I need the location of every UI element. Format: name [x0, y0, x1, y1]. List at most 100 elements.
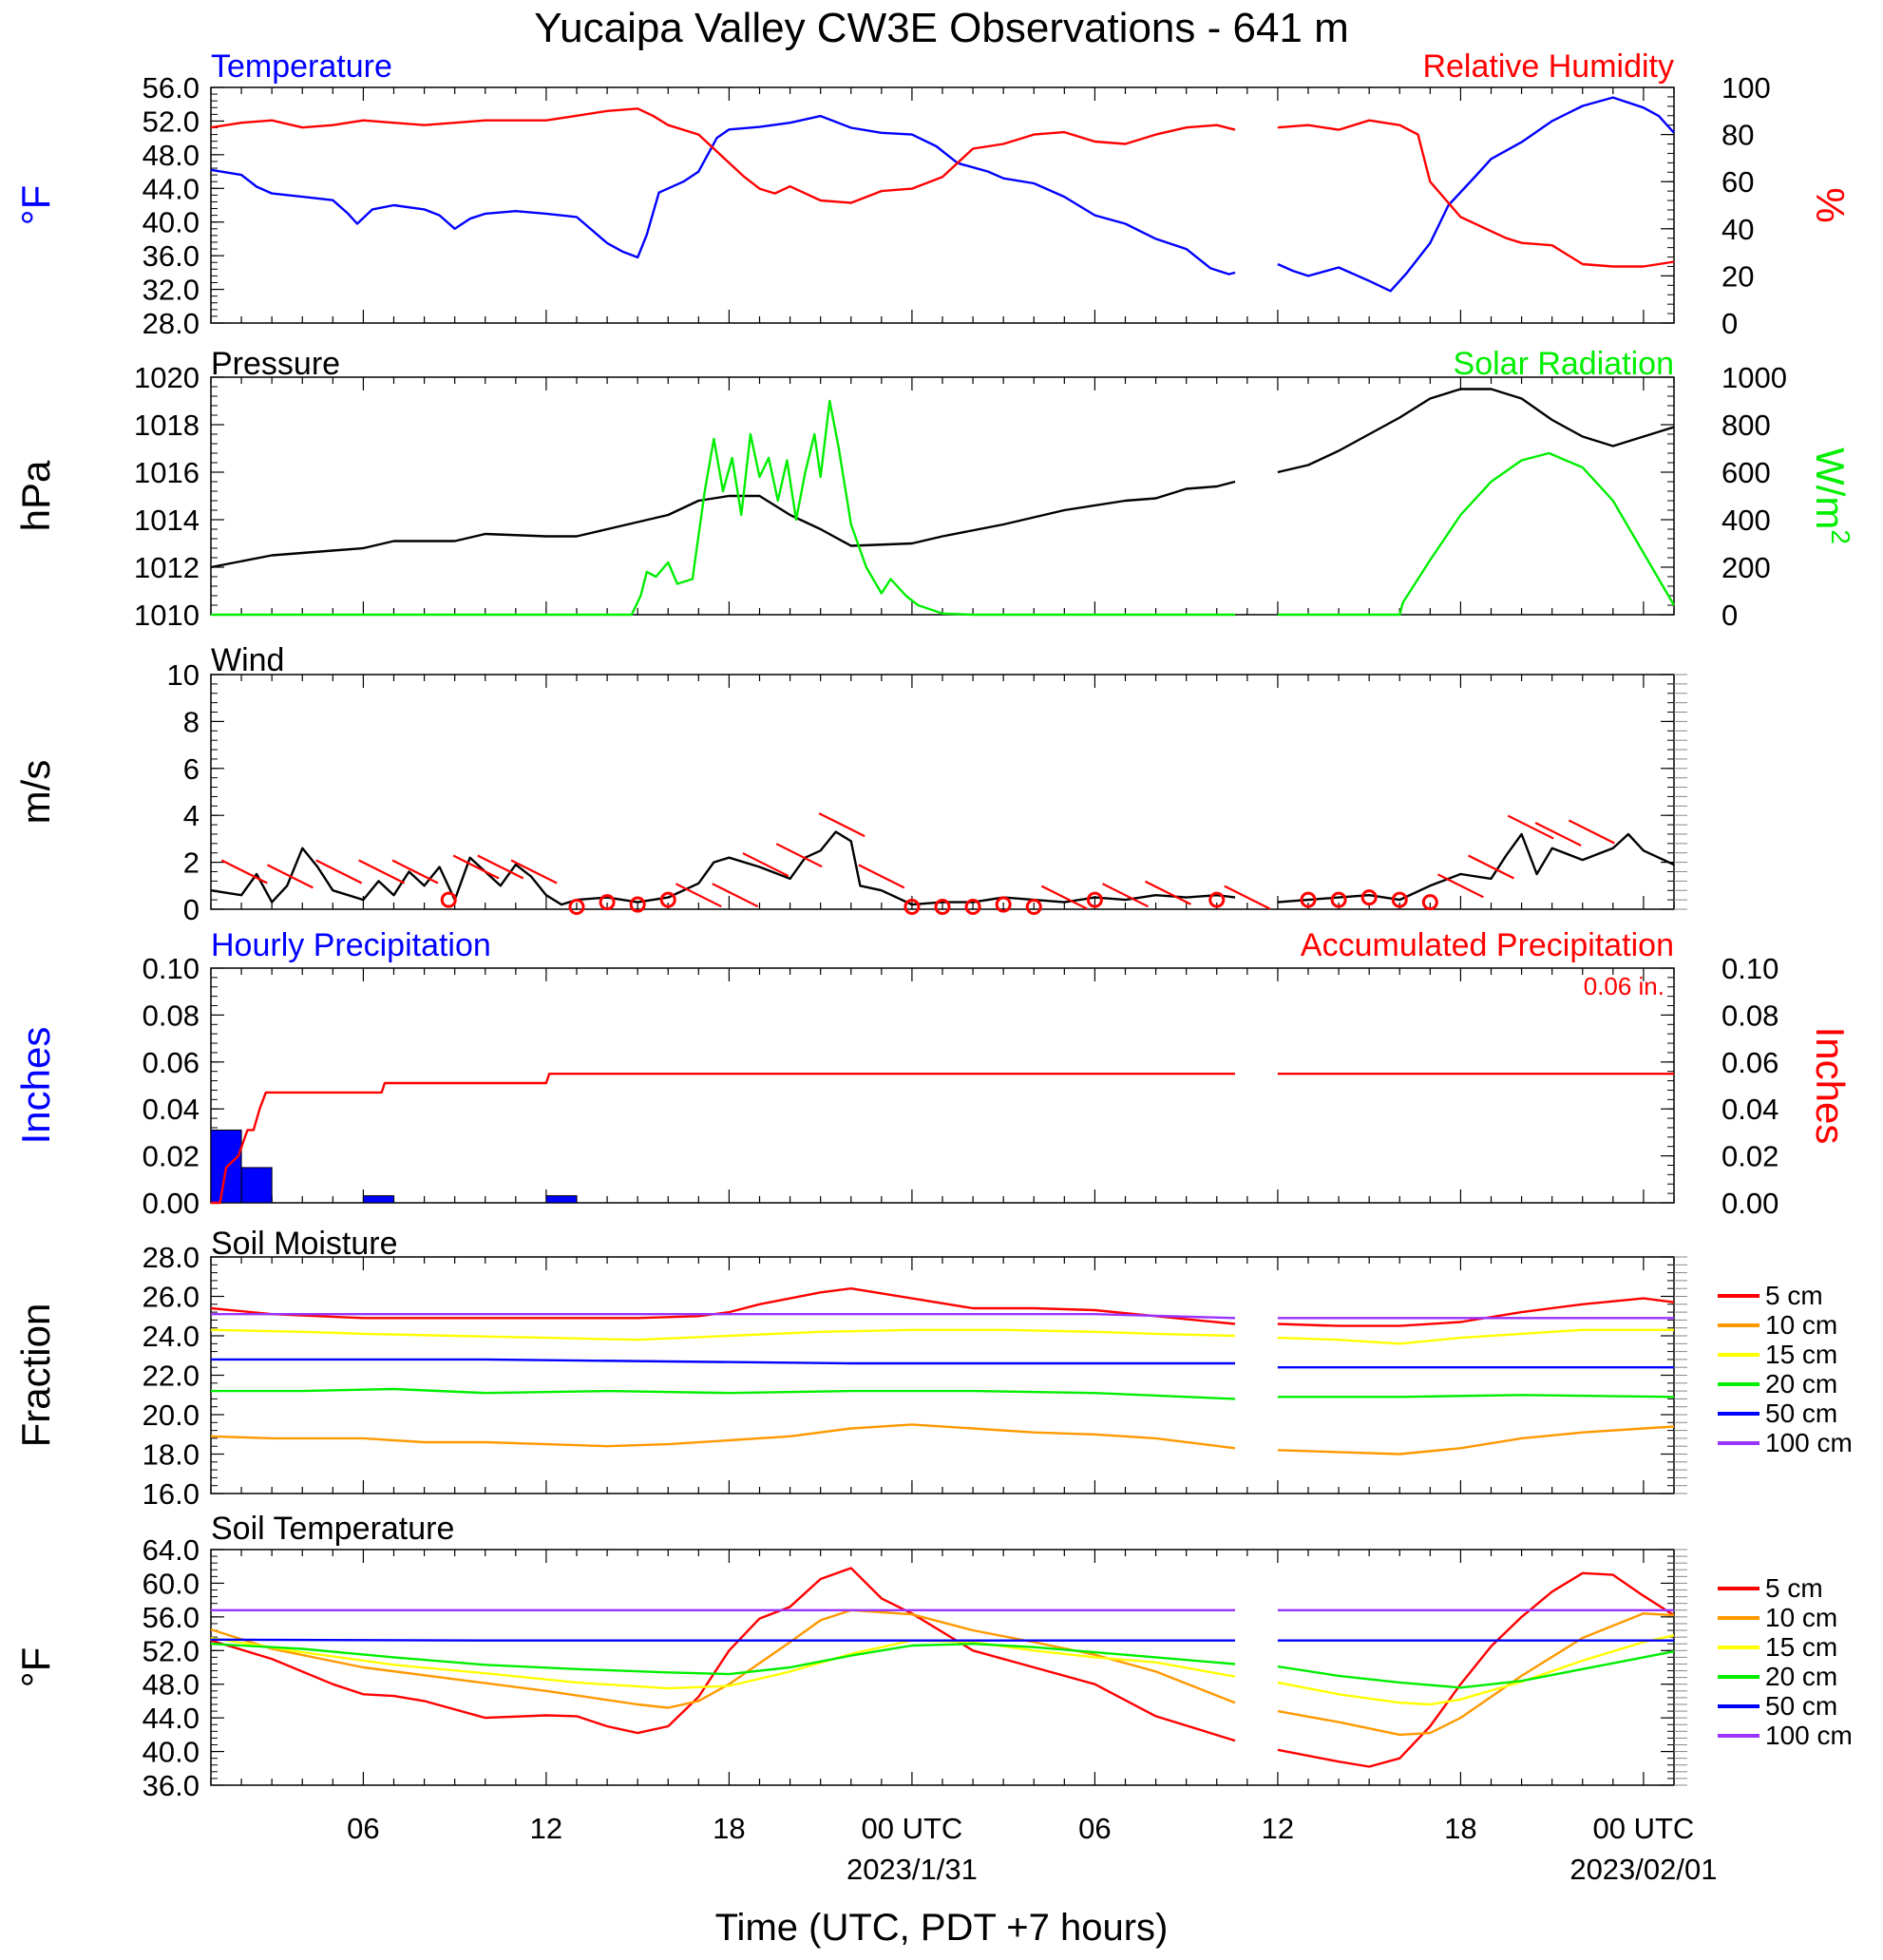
series-line-accum_precip [211, 1072, 1235, 1205]
series-line-soil_15cm [210, 1636, 1236, 1690]
calm-wind-marker [568, 899, 585, 916]
wind-barb [818, 812, 865, 838]
calm-wind-marker [934, 899, 951, 916]
panel-title-left: Pressure [211, 346, 340, 382]
y-tick-label-left: 1018 [134, 409, 200, 442]
x-tick-label: 18 [713, 1812, 745, 1845]
calm-wind-marker [964, 899, 981, 916]
y-tick-label-left: 18.0 [143, 1438, 200, 1472]
x-axis-label: Time (UTC, PDT +7 hours) [715, 1907, 1169, 1949]
series-line-solar [1277, 451, 1676, 617]
series-line-soil_50cm [211, 1358, 1235, 1365]
hourly-precip-bar [240, 1167, 273, 1204]
panel-title-right: Relative Humidity [1422, 48, 1674, 85]
panel-soil-temperature: 36.040.044.048.052.056.060.064.0 Soil Tem… [13, 1511, 1853, 1802]
panel-title-right: Accumulated Precipitation [1301, 927, 1674, 963]
page-title: Yucaipa Valley CW3E Observations - 641 m [534, 5, 1349, 51]
y-tick-label-left: 22.0 [143, 1360, 200, 1393]
y-tick-label-left: 1010 [134, 599, 200, 632]
y-axis-label-right-sup: 2 [1826, 529, 1855, 544]
y-tick-label-right: 200 [1721, 551, 1771, 584]
x-tick-label: 00 UTC [862, 1812, 963, 1845]
y-tick-label-right: 0.02 [1721, 1140, 1778, 1173]
wind-barb [858, 864, 905, 889]
series-line-soil_20cm [1277, 1394, 1675, 1399]
series-line-soil_10cm [1277, 1612, 1675, 1737]
y-tick-label-left: 28.0 [143, 307, 200, 340]
calm-wind-marker [995, 896, 1012, 913]
wind-barb [452, 854, 500, 880]
y-tick-label-left: 26.0 [143, 1281, 200, 1314]
x-date-label: 2023/1/31 [846, 1853, 978, 1886]
y-tick-label-left: 28.0 [143, 1241, 200, 1274]
series-line-soil_15cm [210, 1328, 1236, 1342]
wind-barb [1534, 821, 1582, 847]
panels: 28.032.036.040.044.048.052.056.002040608… [13, 48, 1855, 1802]
y-tick-label-left: 0.04 [143, 1093, 200, 1126]
y-tick-label-left: 0.00 [143, 1187, 200, 1220]
wind-barb [712, 883, 759, 908]
y-axis-label-right-text: Inches [1808, 1027, 1853, 1145]
y-tick-label-right: 0 [1721, 307, 1738, 340]
y-axis-label-right: % [1808, 187, 1853, 222]
wind-barb [391, 859, 439, 885]
legend-label: 10 cm [1765, 1603, 1837, 1632]
wind-barb [358, 859, 406, 885]
y-axis-label-right: Inches [1808, 1027, 1853, 1145]
y-tick-label-right: 0.08 [1721, 999, 1778, 1032]
series-line-humidity [210, 107, 1236, 204]
series-line-soil_15cm [1277, 1328, 1674, 1345]
legend-label: 15 cm [1765, 1632, 1837, 1662]
calm-wind-marker [1086, 891, 1103, 908]
y-tick-label-right: 60 [1721, 165, 1754, 199]
wind-barb [1468, 854, 1514, 880]
y-tick-label-left: 0.02 [143, 1140, 200, 1173]
y-tick-label-left: 1016 [134, 456, 200, 489]
panel-title-right: Solar Radiation [1454, 346, 1674, 382]
accumulated-total-label: 0.06 in. [1584, 972, 1664, 1000]
y-tick-label-left: 0.10 [143, 952, 200, 985]
series-line-humidity [1277, 119, 1675, 268]
y-tick-label-left: 0.06 [143, 1046, 200, 1079]
y-tick-label-left: 8 [183, 705, 200, 738]
x-date-label: 2023/02/01 [1569, 1853, 1717, 1886]
calm-wind-marker [440, 891, 457, 908]
calm-wind-marker [903, 899, 921, 916]
y-tick-label-right: 40 [1721, 213, 1754, 246]
series-line-soil_5cm [210, 1567, 1236, 1742]
x-tick-label: 06 [347, 1812, 379, 1845]
y-axis-label-left: °F [13, 1647, 58, 1687]
y-tick-label-left: 1012 [134, 551, 200, 584]
wind-barb [742, 852, 789, 878]
legend-label: 20 cm [1765, 1662, 1837, 1691]
wind-barb [1507, 814, 1554, 840]
series-line-soil_20cm [211, 1387, 1236, 1400]
x-tick-label: 12 [1262, 1812, 1294, 1845]
series-line-solar [211, 399, 1235, 617]
series-line-temperature [210, 114, 1236, 276]
calm-wind-marker [1421, 894, 1438, 911]
wind-barb [1144, 880, 1191, 905]
wind-barb [1436, 873, 1484, 899]
y-tick-label-left: 44.0 [143, 172, 200, 205]
panel-title-left: Wind [211, 642, 284, 678]
y-tick-label-right: 0.06 [1721, 1046, 1778, 1079]
y-tick-label-left: 44.0 [143, 1702, 200, 1735]
wind-barb [1224, 885, 1271, 910]
wind-barb [775, 843, 823, 868]
y-tick-label-right: 600 [1721, 456, 1771, 489]
legend-label: 15 cm [1765, 1340, 1837, 1369]
panel-title-left: Soil Temperature [211, 1511, 454, 1547]
y-axis-label-left: Inches [13, 1027, 58, 1145]
legend-label: 10 cm [1765, 1310, 1837, 1340]
wind-barb [477, 854, 524, 880]
y-tick-label-left: 56.0 [143, 71, 200, 105]
series-line-soil_10cm [210, 1423, 1236, 1450]
series-line-soil_50cm [210, 1638, 1235, 1642]
y-tick-label-left: 40.0 [143, 206, 200, 239]
y-tick-label-left: 4 [183, 799, 200, 832]
y-tick-label-right: 0.10 [1721, 952, 1778, 985]
